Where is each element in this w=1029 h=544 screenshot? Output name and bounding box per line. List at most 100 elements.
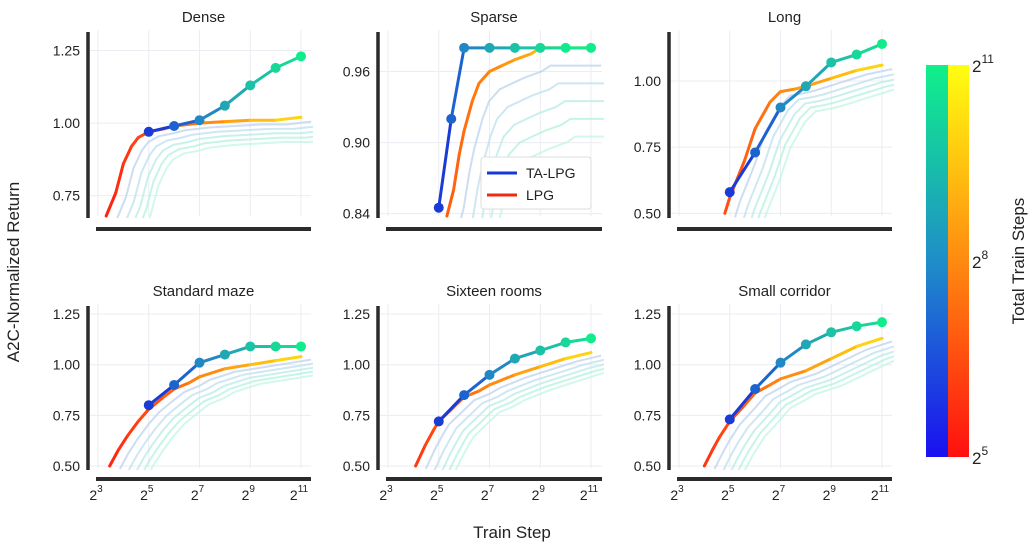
faint-run-line xyxy=(108,355,302,467)
x-tick-label: 23 xyxy=(89,484,103,503)
panel-title: Sixteen rooms xyxy=(446,283,542,300)
faint-run-line xyxy=(149,374,313,470)
lpg-segment xyxy=(488,373,517,387)
panel-title: Sparse xyxy=(470,9,518,26)
ta-lpg-point xyxy=(851,49,862,60)
ta-lpg-point xyxy=(877,317,887,328)
lpg-segment xyxy=(130,136,140,148)
lpg-segment xyxy=(779,369,808,381)
y-tick-label: 1.00 xyxy=(634,357,661,373)
faint-run-line xyxy=(750,78,894,218)
ta-lpg-point xyxy=(296,51,306,62)
series-ta-lpg xyxy=(724,317,887,425)
ta-lpg-point xyxy=(877,38,887,49)
ta-lpg-point xyxy=(484,369,495,380)
faint-run-line xyxy=(742,73,894,218)
lpg-segment xyxy=(488,64,504,74)
faint-run-line xyxy=(763,88,894,218)
lpg-segment xyxy=(717,419,732,440)
series-lpg xyxy=(108,355,303,468)
lpg-segment xyxy=(470,81,481,103)
ta-lpg-segment xyxy=(804,61,833,88)
y-tick-label: 0.75 xyxy=(343,407,370,423)
ta-lpg-point xyxy=(459,390,470,401)
faint-run-line xyxy=(448,367,604,470)
colorbar-lpg-strip xyxy=(948,65,969,457)
lpg-segment xyxy=(538,357,568,369)
ta-lpg-point xyxy=(219,100,230,111)
lpg-segment xyxy=(223,118,252,124)
series-ta-lpg xyxy=(433,333,596,427)
series-layer xyxy=(723,38,894,218)
ta-lpg-point xyxy=(586,42,596,53)
faint-run-line xyxy=(424,354,602,470)
lpg-segment xyxy=(829,68,859,80)
faint-run-line xyxy=(433,358,604,470)
lpg-segment xyxy=(768,90,782,104)
faint-run-line xyxy=(757,83,894,218)
ta-lpg-point xyxy=(775,357,786,368)
ta-lpg-point xyxy=(535,345,546,356)
lpg-segment xyxy=(414,444,427,468)
y-tick-label: 0.90 xyxy=(343,135,370,151)
ta-lpg-point xyxy=(750,147,761,158)
lpg-segment xyxy=(768,377,782,387)
x-tick-label: 25 xyxy=(140,484,154,503)
lpg-segment xyxy=(445,188,456,218)
ta-lpg-segment xyxy=(728,388,757,421)
lpg-segment xyxy=(564,351,593,361)
series-ta-lpg xyxy=(724,38,887,198)
lpg-segment xyxy=(855,63,884,72)
faint-run-line xyxy=(713,340,893,470)
ta-lpg-point xyxy=(143,400,154,411)
lpg-segment xyxy=(855,336,884,348)
legend-label: TA-LPG xyxy=(526,165,576,181)
lpg-segment xyxy=(702,448,715,468)
y-tick-label: 1.25 xyxy=(343,306,370,322)
colorbar-label: Total Train Steps xyxy=(1009,198,1028,325)
faint-run-line xyxy=(141,135,313,218)
faint-run-line xyxy=(441,363,604,470)
y-tick-label: 1.25 xyxy=(53,306,80,322)
lpg-segment xyxy=(121,144,134,166)
panel-standard-maze: Standard maze 0.50 0.75 1.00 1.25 23 25 27 29 211 xyxy=(53,283,313,503)
ta-lpg-point xyxy=(509,42,520,53)
ta-lpg-point xyxy=(245,80,256,91)
ta-lpg-point xyxy=(560,42,571,53)
lpg-segment xyxy=(779,87,797,94)
x-tick-label: 27 xyxy=(191,484,205,503)
colorbar: Total Train Steps 211 28 25 xyxy=(926,52,1028,468)
lpg-segment xyxy=(198,367,227,379)
faint-run-line xyxy=(743,359,894,470)
faint-run-line xyxy=(730,350,894,470)
series-layer xyxy=(702,317,894,470)
faint-run-line xyxy=(703,337,883,467)
ta-lpg-point xyxy=(724,414,735,425)
ta-lpg-point xyxy=(509,353,520,364)
y-tick-label: 0.50 xyxy=(634,205,661,221)
colorbar-tick-label: 25 xyxy=(972,444,988,468)
x-tick-label: 211 xyxy=(580,484,599,503)
y-tick-label: 0.96 xyxy=(343,64,370,80)
lpg-segment xyxy=(116,434,130,452)
ta-lpg-point xyxy=(433,416,444,427)
colorbar-tick-label: 211 xyxy=(972,52,994,76)
lpg-segment xyxy=(513,52,533,62)
ta-lpg-point xyxy=(194,115,205,126)
ta-lpg-point xyxy=(826,327,837,338)
lpg-segment xyxy=(723,195,732,215)
series-layer xyxy=(104,51,313,218)
lpg-segment xyxy=(136,407,151,423)
faint-run-line xyxy=(460,64,602,218)
x-tick-label: 29 xyxy=(823,484,837,503)
lpg-segment xyxy=(104,191,118,218)
faint-run-line xyxy=(118,358,312,470)
faint-run-line xyxy=(471,82,604,218)
ta-lpg-point xyxy=(270,62,281,73)
faint-run-line xyxy=(116,120,312,218)
ta-lpg-point xyxy=(800,339,811,350)
faint-run-line xyxy=(454,371,604,470)
y-tick-label: 1.25 xyxy=(634,306,661,322)
ta-lpg-point xyxy=(143,126,154,137)
